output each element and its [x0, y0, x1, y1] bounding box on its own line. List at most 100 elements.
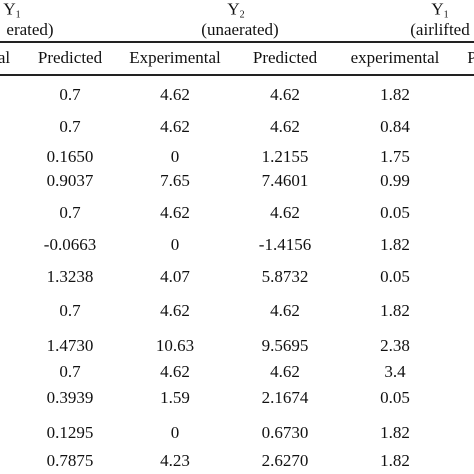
column-header-part: al: [0, 48, 11, 67]
table-cell-part: 0.05: [380, 203, 410, 222]
group-symbol-part: 1: [443, 9, 449, 21]
table-cell-part: 0.7: [59, 117, 81, 136]
table-cell-part: 0.7: [59, 85, 81, 104]
table-cell-part: 2.6270: [261, 451, 309, 470]
table-cell-part: 0.99: [380, 171, 410, 190]
group-label-part: erated): [6, 20, 54, 39]
column-header: P: [467, 48, 474, 68]
table-cell-part: -0.0663: [43, 235, 97, 254]
column-header-part: Experimental: [129, 48, 221, 67]
table-cell: 0.7: [59, 117, 80, 137]
group-label-part: (airlifted: [410, 20, 470, 39]
table-cell: 4.62: [270, 117, 300, 137]
group-symbol: Y1: [3, 0, 20, 21]
table-cell-part: 7.4601: [261, 171, 309, 190]
column-header-part: P: [467, 48, 474, 67]
table-cell-part: 0.9037: [46, 171, 94, 190]
table-cell-part: 4.07: [160, 267, 190, 286]
header-rule: [0, 74, 474, 76]
group-symbol-part: Y: [431, 0, 444, 19]
group-symbol-part: Y: [227, 0, 240, 19]
table-cell: 1.82: [380, 235, 410, 255]
table-cell-part: 0.84: [380, 117, 410, 136]
table-cell-part: 0.7875: [46, 451, 94, 470]
table-cell: 0: [171, 147, 180, 167]
group-symbol-part: Y: [3, 0, 16, 19]
table-cell: 1.82: [380, 301, 410, 321]
column-header: Experimental: [129, 48, 221, 68]
table-cell-part: 0.1295: [46, 423, 94, 442]
column-header: al: [0, 48, 10, 68]
table-cell-part: -1.4156: [258, 235, 312, 254]
table-cell-part: 0.7: [59, 301, 81, 320]
group-symbol-part: 1: [15, 9, 21, 21]
table-cell: 4.62: [160, 362, 190, 382]
table-cell: 4.62: [160, 85, 190, 105]
group-label-part: (unaerated): [201, 20, 279, 39]
table-cell-part: 4.62: [270, 203, 300, 222]
table-cell: 4.62: [270, 301, 300, 321]
table-cell: 9.5695: [262, 336, 309, 356]
table-cell-part: 0: [170, 147, 180, 166]
column-header: experimental: [351, 48, 440, 68]
group-label: erated): [6, 20, 53, 40]
table-cell: 4.07: [160, 267, 190, 287]
table-cell-part: 0.7: [59, 203, 81, 222]
table-cell: 0.7875: [47, 451, 94, 471]
table-cell: 4.62: [160, 203, 190, 223]
column-header-part: Predicted: [252, 48, 318, 67]
table-cell-part: 5.8732: [261, 267, 309, 286]
table-cell: 0.99: [380, 171, 410, 191]
table-cell: 4.62: [270, 203, 300, 223]
table-cell: 0.9037: [47, 171, 94, 191]
group-symbol: Y1: [431, 0, 448, 21]
table-cell: 0: [171, 423, 180, 443]
table-cell: 3.4: [384, 362, 405, 382]
table-cell-part: 0.05: [380, 267, 410, 286]
table-cell-part: 0.7: [59, 362, 81, 381]
table-cell: 2.38: [380, 336, 410, 356]
table-cell: 2.1674: [262, 388, 309, 408]
table-cell: 4.62: [160, 117, 190, 137]
table-cell: 4.62: [270, 362, 300, 382]
table-cell-part: 2.1674: [261, 388, 309, 407]
table-cell: 0.7: [59, 203, 80, 223]
table-cell-part: 0.3939: [46, 388, 94, 407]
table-cell-part: 10.63: [155, 336, 195, 355]
table-cell: 0.7: [59, 362, 80, 382]
table-cell-part: 2.38: [380, 336, 410, 355]
table-cell-part: 0: [170, 235, 180, 254]
table-cell: 1.3238: [47, 267, 94, 287]
header-rule: [0, 41, 474, 43]
table-cell-part: 3.4: [384, 362, 406, 381]
table-cell: 0.05: [380, 267, 410, 287]
table-cell-part: 0.6730: [261, 423, 309, 442]
table-cell: 1.4730: [47, 336, 94, 356]
table-cell-part: 1.4730: [46, 336, 94, 355]
table-cell: 0.1650: [47, 147, 94, 167]
table-cell: 1.82: [380, 451, 410, 471]
group-symbol-part: 2: [239, 9, 245, 21]
table-cell-part: 0: [170, 423, 180, 442]
table-cell: 0.6730: [262, 423, 309, 443]
column-header: Predicted: [253, 48, 317, 68]
table-cell-part: 4.62: [160, 362, 190, 381]
table-cell-part: 4.62: [270, 117, 300, 136]
table-cell: 1.82: [380, 423, 410, 443]
table-cell: 5.8732: [262, 267, 309, 287]
table-cell: 4.62: [160, 301, 190, 321]
table-cell-part: 4.62: [160, 203, 190, 222]
table-cell: 10.63: [156, 336, 194, 356]
table-cell-part: 4.62: [160, 117, 190, 136]
table-cell-part: 7.65: [160, 171, 190, 190]
table-cell: 2.6270: [262, 451, 309, 471]
table-cell: 0: [171, 235, 180, 255]
table-cell-part: 1.2155: [261, 147, 309, 166]
table-cell-part: 1.82: [380, 451, 410, 470]
table-cell: 1.59: [160, 388, 190, 408]
table-cell: 7.4601: [262, 171, 309, 191]
table-cell-part: 4.62: [270, 85, 300, 104]
table-cell-part: 1.82: [380, 423, 410, 442]
column-header: Predicted: [38, 48, 102, 68]
table-cell: 1.2155: [262, 147, 309, 167]
